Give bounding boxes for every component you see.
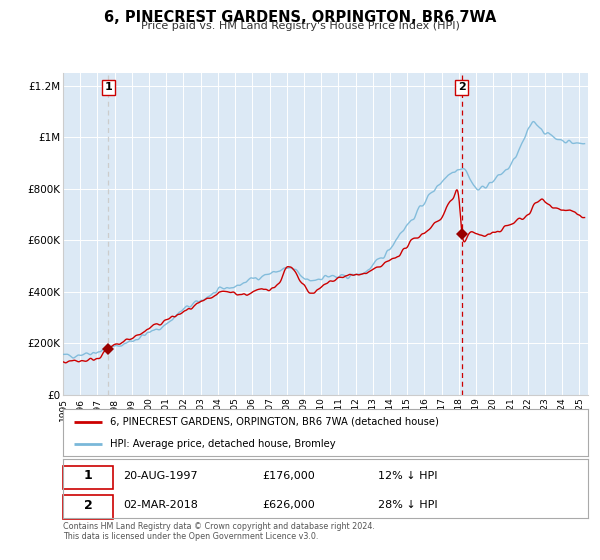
Text: 1: 1	[104, 82, 112, 92]
Text: Price paid vs. HM Land Registry's House Price Index (HPI): Price paid vs. HM Land Registry's House …	[140, 21, 460, 31]
Text: 28% ↓ HPI: 28% ↓ HPI	[378, 500, 437, 510]
Text: 6, PINECREST GARDENS, ORPINGTON, BR6 7WA (detached house): 6, PINECREST GARDENS, ORPINGTON, BR6 7WA…	[110, 417, 439, 427]
Text: 12% ↓ HPI: 12% ↓ HPI	[378, 470, 437, 480]
Text: 02-MAR-2018: 02-MAR-2018	[124, 500, 198, 510]
Text: 2: 2	[458, 82, 466, 92]
Text: 20-AUG-1997: 20-AUG-1997	[124, 470, 198, 480]
Text: Contains HM Land Registry data © Crown copyright and database right 2024.: Contains HM Land Registry data © Crown c…	[63, 522, 375, 531]
FancyBboxPatch shape	[63, 466, 113, 489]
FancyBboxPatch shape	[63, 495, 113, 519]
Text: 6, PINECREST GARDENS, ORPINGTON, BR6 7WA: 6, PINECREST GARDENS, ORPINGTON, BR6 7WA	[104, 10, 496, 25]
Text: £176,000: £176,000	[263, 470, 315, 480]
Text: 1: 1	[84, 469, 92, 482]
Text: £626,000: £626,000	[263, 500, 315, 510]
Text: This data is licensed under the Open Government Licence v3.0.: This data is licensed under the Open Gov…	[63, 532, 319, 541]
Text: HPI: Average price, detached house, Bromley: HPI: Average price, detached house, Brom…	[110, 438, 336, 449]
Text: 2: 2	[84, 498, 92, 512]
